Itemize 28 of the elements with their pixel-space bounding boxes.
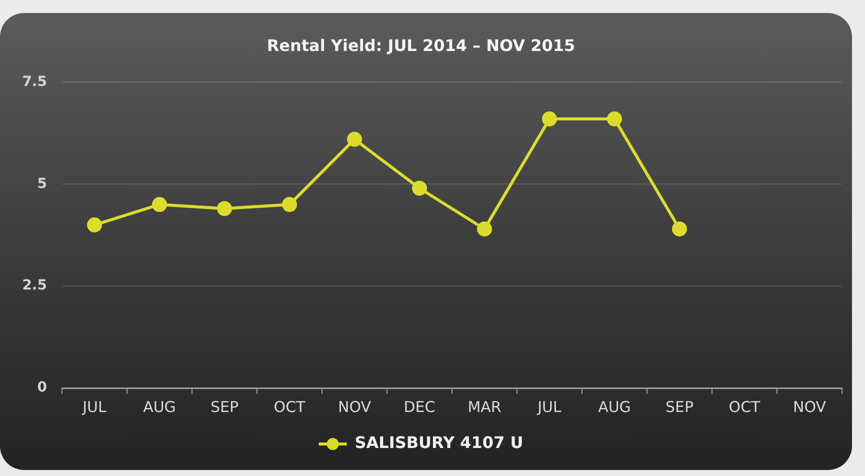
point xyxy=(282,197,297,212)
point xyxy=(347,132,362,147)
point xyxy=(672,221,687,236)
point xyxy=(87,217,102,232)
y-tick-label: 0 xyxy=(37,380,48,396)
point xyxy=(217,201,232,216)
x-tick-label: AUG xyxy=(598,398,631,416)
point xyxy=(412,180,427,196)
y-tick-label: 2.5 xyxy=(22,278,47,294)
x-tick-label: JUL xyxy=(82,398,108,416)
x-tick-label: OCT xyxy=(728,398,762,416)
point xyxy=(152,197,167,212)
x-tick-label: DEC xyxy=(404,398,436,416)
x-tick-label: OCT xyxy=(274,398,306,416)
legend-label: SALISBURY 4107 U xyxy=(354,433,524,452)
x-tick-label: JUL xyxy=(536,398,562,416)
y-tick-label: 5 xyxy=(37,176,47,192)
x-tick-label: SEP xyxy=(665,398,694,416)
point xyxy=(477,221,492,236)
x-tick-label: NOV xyxy=(338,398,372,416)
chart-title: Rental Yield: JUL 2014 – NOV 2015 xyxy=(266,36,576,55)
x-tick-label: AUG xyxy=(143,398,176,416)
y-tick-label: 7.5 xyxy=(22,74,47,90)
x-tick-label: SEP xyxy=(210,398,239,416)
point xyxy=(607,111,622,126)
x-tick-label: NOV xyxy=(792,398,827,416)
point xyxy=(542,111,557,126)
x-tick-label: MAR xyxy=(468,398,502,416)
